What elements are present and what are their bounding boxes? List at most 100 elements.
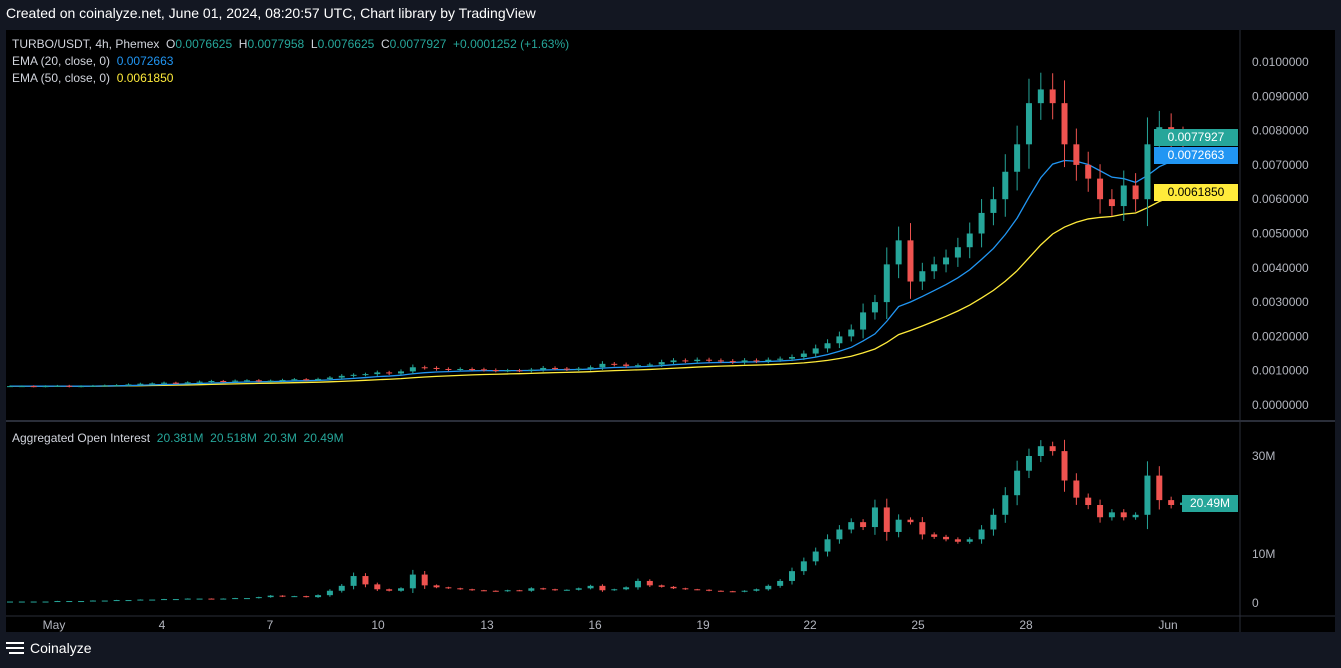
- oi-candle: [871, 507, 878, 528]
- oi-candle: [492, 590, 499, 592]
- oi-high: 20.518M: [210, 431, 257, 445]
- price-candle: [1061, 103, 1068, 145]
- price-candle: [255, 380, 262, 382]
- oi-candle: [137, 599, 144, 601]
- price-candle: [303, 379, 310, 381]
- price-candle: [634, 365, 641, 367]
- oi-candle: [409, 574, 416, 589]
- coinalyze-logo[interactable]: Coinalyze: [6, 640, 91, 656]
- oi-candle: [966, 539, 973, 542]
- oi-candle: [7, 601, 13, 603]
- price-candle: [480, 369, 487, 371]
- price-candle: [895, 240, 902, 265]
- oi-candle: [599, 585, 606, 591]
- oi-candle: [753, 589, 760, 591]
- price-candle: [848, 329, 855, 337]
- price-candle: [66, 385, 73, 387]
- ema50-value: 0.0061850: [116, 71, 174, 85]
- oi-candle: [623, 587, 630, 590]
- low-value: 0.0076625: [317, 37, 375, 51]
- oi-candle: [1085, 497, 1092, 505]
- price-candle: [1120, 185, 1127, 207]
- price-candle: [101, 385, 108, 387]
- price-candle: [1132, 185, 1139, 200]
- price-candle: [871, 302, 878, 313]
- oi-candle: [279, 595, 286, 597]
- price-tick-label: 0.0030000: [1252, 295, 1309, 309]
- price-candle: [682, 360, 689, 362]
- oi-candle: [895, 519, 902, 532]
- low-label: L: [310, 37, 318, 51]
- price-tick-label: 0.0060000: [1252, 192, 1309, 206]
- oi-candle: [30, 601, 37, 603]
- price-candle: [149, 383, 156, 385]
- price-candle: [220, 380, 227, 382]
- oi-candle: [646, 580, 653, 586]
- price-candle: [492, 370, 499, 372]
- oi-candle: [386, 589, 393, 591]
- ema20-legend: EMA (20, close, 0) 0.0072663: [12, 54, 173, 68]
- price-candle: [421, 367, 428, 369]
- price-candle: [729, 361, 736, 363]
- price-candle: [741, 360, 748, 363]
- price-tick-label: 0.0010000: [1252, 364, 1309, 378]
- price-candle: [789, 356, 795, 359]
- oi-candle: [540, 588, 547, 590]
- oi-candle: [706, 589, 713, 591]
- oi-candle: [42, 601, 49, 603]
- oi-candle: [552, 589, 559, 591]
- price-candle: [1085, 164, 1092, 179]
- price-candle: [954, 247, 961, 258]
- oi-candle: [1061, 451, 1068, 481]
- price-candle: [374, 372, 381, 375]
- oi-candle: [291, 596, 298, 598]
- oi-legend: Aggregated Open Interest 20.381M 20.518M…: [12, 431, 344, 445]
- price-candle: [279, 379, 286, 381]
- oi-open: 20.381M: [156, 431, 204, 445]
- price-tick-label: 0.0040000: [1252, 261, 1309, 275]
- time-tick-label: 19: [696, 618, 710, 632]
- chart-area[interactable]: 0.0100000 0.0090000 0.0080000 0.0070000 0.00…: [6, 30, 1335, 632]
- price-candle: [315, 378, 322, 380]
- open-value: 0.0076625: [175, 37, 233, 51]
- price-candle: [658, 362, 665, 365]
- price-candle: [824, 343, 831, 349]
- oi-candle: [66, 601, 73, 603]
- oi-candle: [255, 597, 262, 599]
- price-candle: [670, 360, 677, 363]
- time-tick-label: 13: [480, 618, 494, 632]
- price-candle: [125, 384, 132, 386]
- price-candle: [706, 359, 713, 361]
- oi-candle: [575, 588, 582, 590]
- oi-candle: [729, 591, 736, 593]
- price-candle: [516, 370, 523, 372]
- price-candle: [717, 360, 724, 362]
- price-candle: [966, 233, 973, 248]
- oi-candle: [1037, 446, 1044, 456]
- price-candle: [1073, 144, 1080, 165]
- oi-candle: [765, 585, 772, 590]
- oi-candle: [374, 584, 381, 590]
- price-candle: [161, 382, 168, 384]
- oi-candle: [800, 561, 807, 572]
- chart-canvas[interactable]: 0.0100000 0.0090000 0.0080000 0.0070000 0.00…: [6, 30, 1335, 632]
- price-candle: [765, 359, 772, 362]
- time-tick-label: 16: [588, 618, 602, 632]
- price-candle: [1014, 144, 1021, 172]
- oi-candle: [1132, 514, 1139, 518]
- oi-candle: [954, 539, 961, 542]
- price-candle: [694, 359, 701, 362]
- oi-candle: [812, 551, 819, 562]
- oi-candle: [1073, 480, 1080, 498]
- oi-candle: [326, 590, 333, 596]
- oi-tick-label: 30M: [1252, 449, 1275, 463]
- oi-candle: [1014, 470, 1021, 496]
- price-candle: [1037, 89, 1044, 104]
- oi-candle: [1097, 505, 1104, 518]
- ema20-line: [10, 156, 1184, 387]
- time-tick-label: 28: [1019, 618, 1033, 632]
- price-candle: [89, 385, 96, 387]
- oi-candle: [78, 601, 85, 603]
- ema50-legend: EMA (50, close, 0) 0.0061850: [12, 71, 173, 85]
- created-caption: Created on coinalyze.net, June 01, 2024,…: [6, 5, 536, 21]
